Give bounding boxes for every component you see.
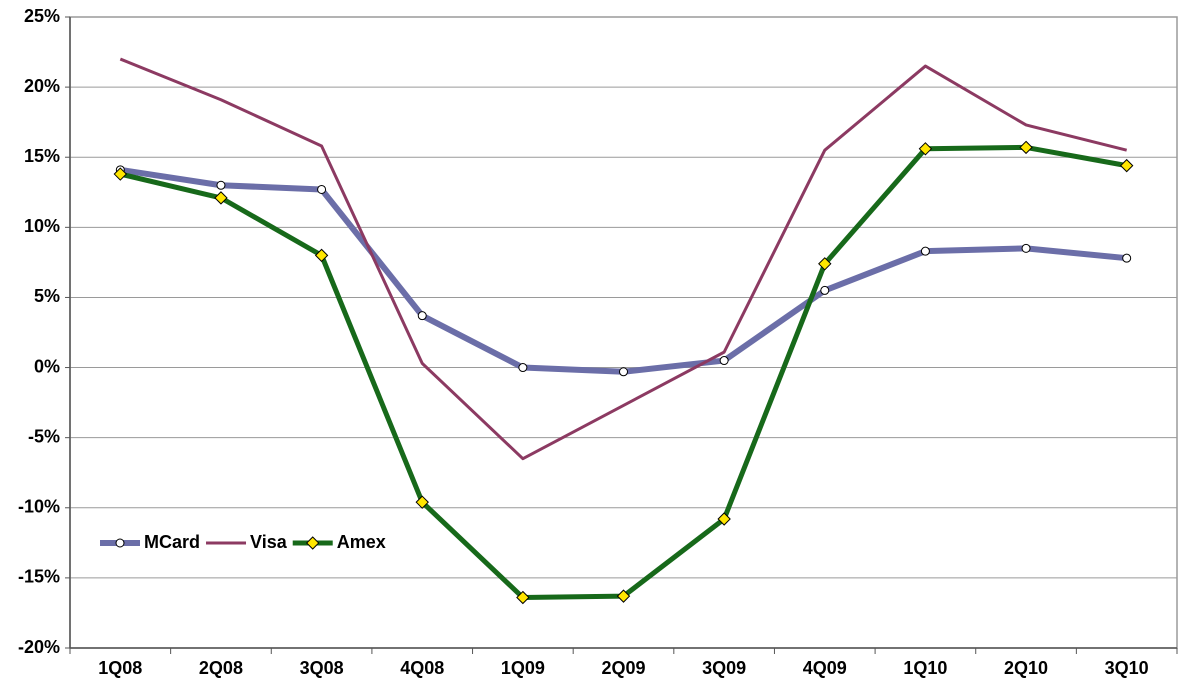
x-tick-label: 3Q09 [702,658,746,678]
y-tick-label: 15% [24,146,60,166]
legend-label: Visa [250,532,288,552]
marker [920,246,930,256]
marker [717,512,731,526]
legend-label: MCard [144,532,200,552]
marker [516,590,530,605]
y-tick-label: 0% [34,356,60,376]
x-tick-label: 2Q08 [199,658,243,678]
x-tick-label: 2Q10 [1004,658,1048,678]
marker [1122,253,1132,263]
marker [1119,158,1134,173]
marker [719,356,729,366]
marker [619,367,628,377]
marker [1021,243,1031,253]
x-tick-label: 1Q10 [903,658,947,678]
marker [113,167,128,181]
marker [918,142,933,156]
y-tick-label: -5% [28,426,60,446]
y-tick-label: 5% [34,286,60,306]
y-tick-label: -10% [18,497,60,517]
marker [314,248,329,263]
legend-label: Amex [337,532,386,552]
x-tick-label: 1Q09 [501,658,545,678]
y-tick-label: 25% [24,6,60,26]
marker [306,536,320,550]
marker [818,257,832,271]
y-tick-label: 10% [24,216,60,236]
marker [616,589,631,603]
y-tick-label: -15% [18,567,60,587]
x-tick-label: 2Q09 [601,658,645,678]
x-tick-label: 1Q08 [98,658,142,678]
marker [415,495,429,509]
marker [216,180,226,190]
marker [417,311,427,321]
marker [214,191,228,205]
y-tick-label: 20% [24,76,60,96]
x-tick-label: 4Q09 [803,658,847,678]
marker [1019,140,1033,155]
marker [115,538,125,548]
series-line [119,57,1128,461]
marker [317,184,327,194]
marker [820,285,830,295]
x-tick-label: 3Q10 [1105,658,1149,678]
x-tick-label: 4Q08 [400,658,444,678]
marker [518,363,528,373]
x-tick-label: 3Q08 [300,658,344,678]
y-tick-label: -20% [18,637,60,657]
plot-area [69,16,1178,649]
